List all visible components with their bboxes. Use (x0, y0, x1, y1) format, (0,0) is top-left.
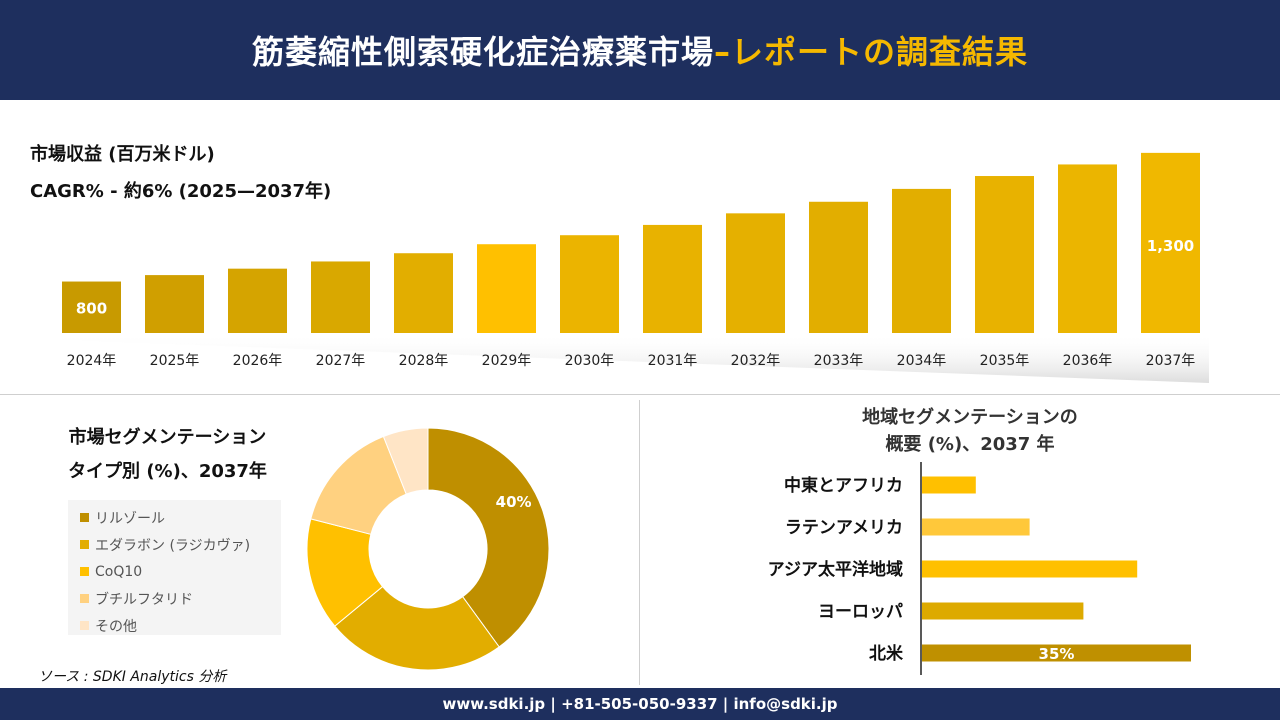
revenue-data-label: 1,300 (1147, 237, 1194, 255)
donut-slice (334, 585, 500, 671)
region-category-label: 北米 (869, 643, 904, 664)
revenue-bar (726, 213, 785, 333)
legend-label: リルゾール (95, 510, 165, 527)
cagr-label: CAGR% - 約6% (2025—2037年) (30, 181, 332, 202)
title-highlight: –レポートの調査結果 (714, 33, 1029, 71)
legend-item: CoQ10 (80, 558, 281, 585)
year-tick-label: 2027年 (316, 353, 366, 369)
revenue-bar (892, 188, 951, 333)
region-bar (922, 602, 1084, 620)
region-category-label: ヨーロッパ (818, 602, 903, 622)
type-legend: リルゾール エダラボン (ラジカヴァ) CoQ10 ブチルフタリド その他 (68, 500, 281, 635)
donut-slice (382, 427, 429, 495)
market-revenue-panel: 市場収益 (百万米ドル) CAGR% - 約6% (2025—2037年) (0, 100, 1280, 394)
source-note: ソース : SDKI Analytics 分析 (38, 669, 227, 685)
legend-item: エダラボン (ラジカヴァ) (80, 531, 281, 558)
revenue-bar (228, 268, 287, 333)
revenue-data-label: 800 (76, 299, 107, 317)
footer-contact: www.sdki.jp | +81-505-050-9337 | info@sd… (442, 695, 838, 713)
region-bar (922, 518, 1030, 536)
region-segment-title-line1: 地域セグメンテーションの (862, 407, 1078, 428)
market-revenue-bar-chart: 2024年 800 2025年 2026年 2027年 2028年 2029年 2030年 20… (62, 152, 1209, 383)
footer-bar: www.sdki.jp | +81-505-050-9337 | info@sd… (0, 688, 1280, 720)
bar-floor-shadow (62, 333, 1209, 383)
type-segment-title-line2: タイプ別 (%)、2037年 (68, 461, 267, 482)
legend-item: ブチルフタリド (80, 585, 281, 612)
legend-swatch (80, 567, 89, 576)
legend-swatch (80, 513, 89, 522)
type-segment-title-line1: 市場セグメンテーション (68, 427, 267, 448)
page-title: 筋萎縮性側索硬化症治療薬市場–レポートの調査結果 (252, 27, 1028, 73)
legend-label: ブチルフタリド (95, 591, 193, 608)
year-tick-label: 2037年 (1146, 353, 1196, 369)
year-tick-label: 2034年 (897, 353, 947, 369)
year-tick-label: 2024年 (67, 353, 117, 369)
revenue-bar (1141, 152, 1200, 333)
year-tick-label: 2025年 (150, 353, 200, 369)
legend-label: エダラボン (ラジカヴァ) (95, 537, 251, 554)
revenue-bar (477, 244, 536, 333)
year-tick-label: 2031年 (648, 353, 698, 369)
legend-label: CoQ10 (95, 563, 143, 580)
revenue-bar (1058, 164, 1117, 333)
legend-item: リルゾール (80, 504, 281, 531)
donut-data-label: 40% (496, 493, 532, 511)
year-tick-label: 2033年 (814, 353, 864, 369)
revenue-bar (809, 201, 868, 333)
market-revenue-label: 市場収益 (百万米ドル) (30, 144, 215, 165)
region-category-label: アジア太平洋地域 (768, 559, 903, 580)
title-main: 筋萎縮性側索硬化症治療薬市場 (251, 33, 714, 71)
region-bar (922, 644, 1191, 662)
year-tick-label: 2032年 (731, 353, 781, 369)
legend-swatch (80, 594, 89, 603)
legend-swatch (80, 621, 89, 630)
revenue-bar (145, 275, 204, 333)
section-divider-horizontal (0, 394, 1280, 395)
legend-swatch (80, 540, 89, 549)
region-category-label: 中東とアフリカ (784, 475, 903, 496)
year-tick-label: 2026年 (233, 353, 283, 369)
legend-label: その他 (95, 618, 137, 635)
type-donut-chart: 40% (306, 427, 550, 671)
revenue-bar (643, 224, 702, 333)
year-tick-label: 2028年 (399, 353, 449, 369)
year-tick-label: 2030年 (565, 353, 615, 369)
year-tick-label: 2036年 (1063, 353, 1113, 369)
region-bar (922, 476, 976, 494)
section-divider-vertical (639, 400, 640, 685)
revenue-bar (394, 253, 453, 333)
revenue-bar (311, 261, 370, 333)
revenue-bar (560, 235, 619, 333)
year-tick-label: 2035年 (980, 353, 1030, 369)
donut-slice (427, 427, 550, 648)
report-header: 筋萎縮性側索硬化症治療薬市場–レポートの調査結果 (0, 0, 1280, 100)
region-data-label: 35% (1039, 645, 1075, 663)
region-category-label: ラテンアメリカ (785, 518, 903, 538)
revenue-bar (975, 176, 1034, 333)
region-segment-title-line2: 概要 (%)、2037 年 (885, 434, 1055, 455)
revenue-bar (62, 281, 121, 333)
region-bar (922, 560, 1138, 578)
year-tick-label: 2029年 (482, 353, 532, 369)
legend-item: その他 (80, 612, 281, 639)
